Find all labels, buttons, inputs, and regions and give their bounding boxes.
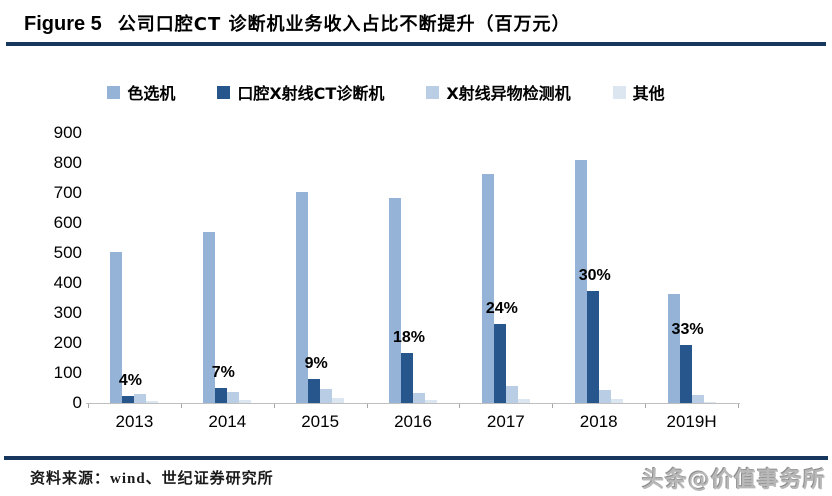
bar [598,389,611,403]
x-axis-tick [366,404,368,408]
y-axis-tick-label: 900 [53,123,82,142]
legend-item: 其他 [612,80,665,104]
bar [610,399,623,403]
chart-legend: 色选机 口腔X射线CT诊断机 X射线异物检测机 其他 [0,80,772,104]
bar [425,400,437,403]
data-label-percent: 9% [304,355,328,372]
bar [401,352,413,403]
x-axis-category-label: 2019H [666,412,717,431]
bar [679,344,692,403]
y-axis-tick-label: 700 [53,183,82,202]
source-note: 资料来源：wind、世纪证券研究所 [30,471,274,487]
y-axis-tick-label: 0 [72,393,82,412]
x-axis-tick [738,404,739,408]
legend-label: 其他 [632,84,665,103]
x-axis-category-label: 2016 [394,412,432,431]
bar [481,173,494,403]
legend-label: 口腔X射线CT诊断机 [237,84,385,103]
watermark-text: 头条@价值事务所 [641,468,826,493]
legend-swatch-icon [217,85,231,99]
bar [667,294,680,403]
x-axis-tick [645,404,647,408]
x-axis-tick [273,404,275,408]
legend-item: 色选机 [107,80,175,104]
x-axis-category-label: 2018 [579,412,618,431]
bar [227,391,240,403]
bar [203,232,216,403]
bar [308,379,321,403]
bar [586,291,599,403]
data-label-percent: 18% [392,328,426,346]
y-axis-tick-label: 400 [53,273,82,292]
bar [239,400,252,403]
bar [691,394,704,403]
legend-item: 口腔X射线CT诊断机 [217,80,384,104]
bar [332,397,345,403]
data-label-percent: 7% [211,364,235,381]
x-axis-category-label: 2014 [208,412,247,431]
x-axis-tick [552,404,554,408]
legend-swatch-icon [107,85,121,99]
x-axis-tick [88,404,89,408]
bar [574,160,587,403]
legend-label: X射线异物检测机 [446,84,571,103]
figure-number-label: Figure 5 [24,13,102,35]
legend-label: 色选机 [127,84,176,103]
bar [296,191,309,403]
x-axis-category-label: 2015 [301,412,340,431]
x-axis-category-label: 2017 [486,412,525,431]
legend-swatch-icon [612,85,626,99]
x-axis-tick [459,404,461,408]
bar [389,197,401,403]
x-axis-category-label: 2013 [115,412,154,431]
x-axis-tick [180,404,182,408]
footer-divider [4,456,828,460]
bar [493,324,506,403]
bar [110,251,123,403]
data-label-percent: 4% [118,372,142,390]
y-axis-tick-label: 300 [53,303,82,322]
data-label-percent: 30% [578,267,611,285]
bar [134,394,147,403]
bar [505,385,518,403]
page-title: Figure 5 公司口腔CT 诊断机业务收入占比不断提升（百万元） [24,10,571,36]
bar [413,392,425,403]
bar [703,401,716,403]
data-label-percent: 24% [485,300,518,318]
bar [320,388,333,403]
data-label-percent: 33% [671,320,704,338]
bar [146,400,159,403]
y-axis-tick-label: 100 [53,363,82,382]
bar [517,399,530,403]
bar [122,396,135,403]
legend-swatch-icon [426,85,440,99]
legend-item: X射线异物检测机 [426,80,571,104]
y-axis-tick-label: 600 [53,213,82,232]
x-axis-line [86,403,740,404]
bar [215,388,228,403]
figure-title-text: 公司口腔CT 诊断机业务收入占比不断提升（百万元） [117,14,571,35]
y-axis-tick-label: 800 [53,153,82,172]
title-divider [6,42,826,46]
y-axis-tick-label: 500 [53,243,82,262]
y-axis-tick-label: 200 [53,333,82,352]
